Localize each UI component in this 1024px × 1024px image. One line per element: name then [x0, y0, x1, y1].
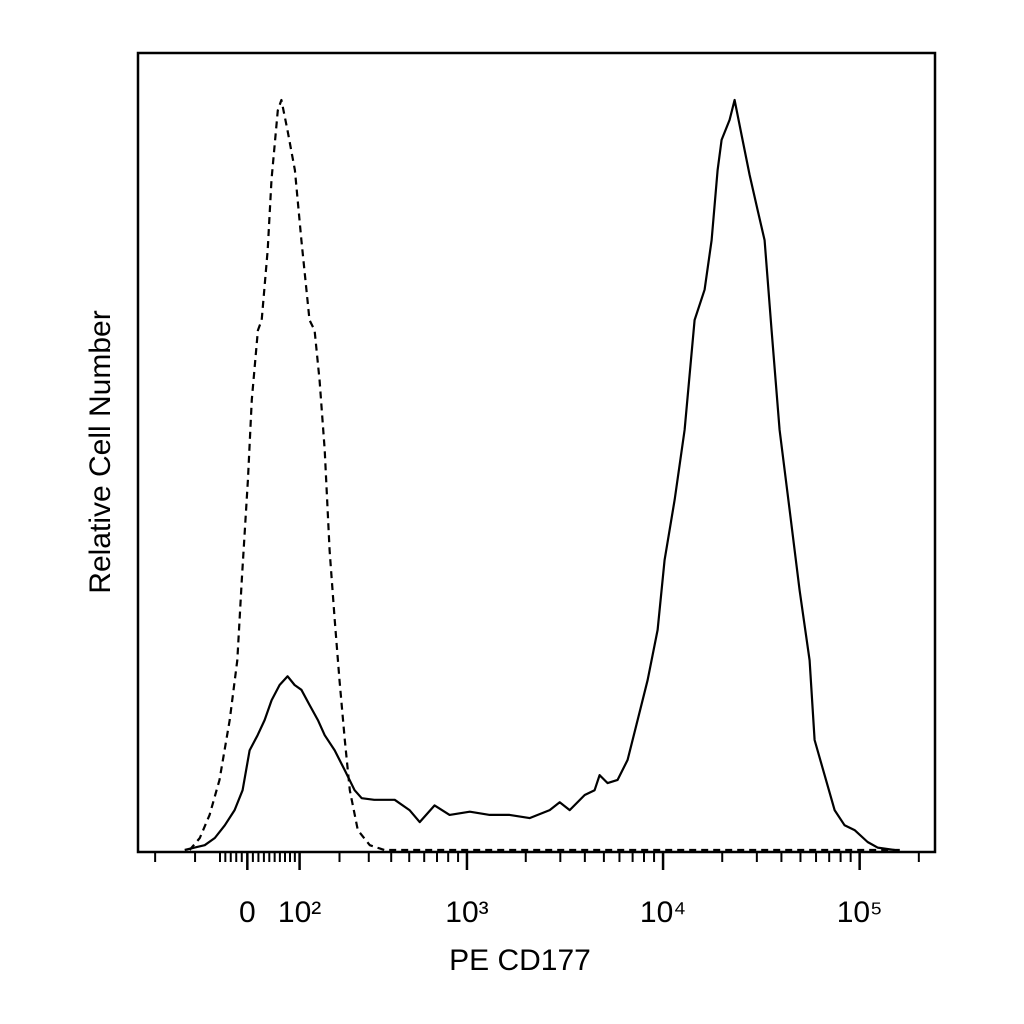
x-tick-label: 0 — [239, 896, 256, 929]
x-tick-label: 10⁵ — [837, 896, 883, 929]
y-axis-label: Relative Cell Number — [84, 310, 117, 593]
x-tick-label: 10³ — [445, 896, 488, 929]
x-tick-label: 10² — [278, 896, 321, 929]
dashed-histogram — [188, 98, 900, 852]
solid-histogram — [184, 98, 895, 852]
x-axis-label: PE CD177 — [449, 944, 591, 977]
plot-frame — [136, 51, 937, 854]
x-tick-label: 10⁴ — [640, 896, 686, 929]
